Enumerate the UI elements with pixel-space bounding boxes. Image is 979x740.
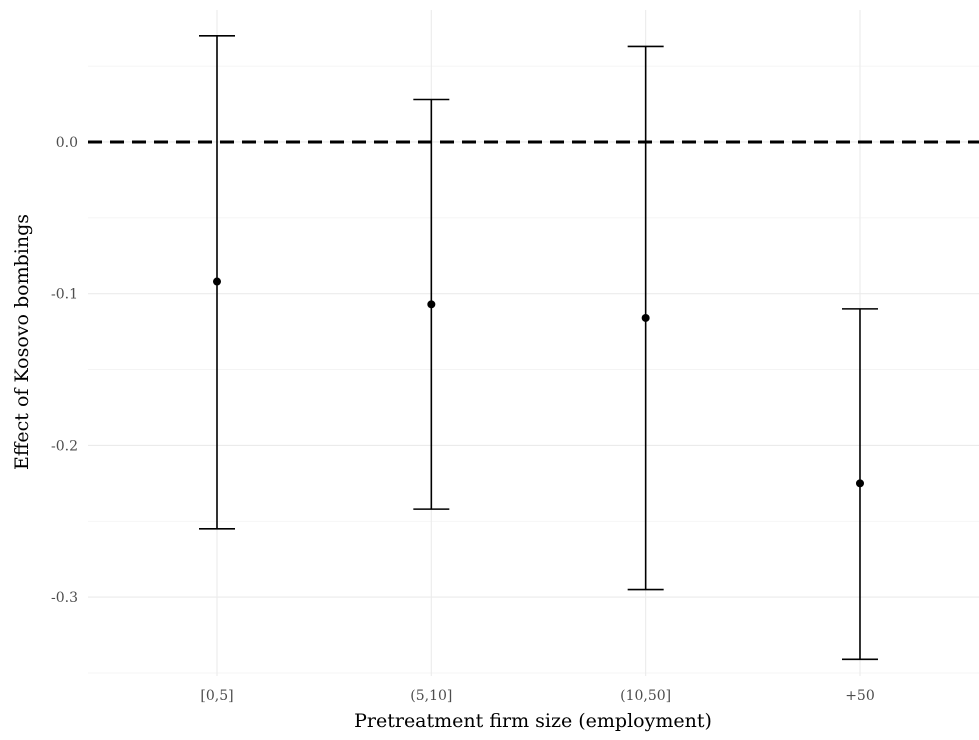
grid-lines: [88, 10, 979, 676]
x-tick-label: +50: [845, 688, 875, 704]
x-axis-ticks: [0,5] (5,10] (10,50] +50: [200, 688, 874, 704]
x-axis-title: Pretreatment firm size (employment): [354, 710, 712, 732]
error-bar-group: [627, 45, 664, 591]
y-tick-label: -0.2: [51, 438, 78, 454]
error-bar-group: [841, 308, 878, 661]
x-tick-label: (5,10]: [410, 688, 452, 704]
x-tick-label: [0,5]: [200, 688, 233, 704]
y-tick-label: 0.0: [56, 135, 78, 151]
y-tick-label: -0.3: [51, 590, 78, 606]
error-bar-group: [199, 34, 235, 530]
error-bars: [199, 34, 878, 661]
y-axis-ticks: 0.0 -0.1 -0.2 -0.3: [51, 135, 78, 606]
error-bar-group: [413, 98, 450, 510]
point-estimate: [855, 479, 864, 488]
point-estimate: [213, 277, 221, 286]
point-estimate: [427, 300, 436, 309]
point-estimate: [641, 313, 650, 322]
y-tick-label: -0.1: [51, 287, 78, 303]
y-axis-title: Effect of Kosovo bombings: [11, 214, 33, 470]
x-tick-label: (10,50]: [620, 688, 671, 704]
